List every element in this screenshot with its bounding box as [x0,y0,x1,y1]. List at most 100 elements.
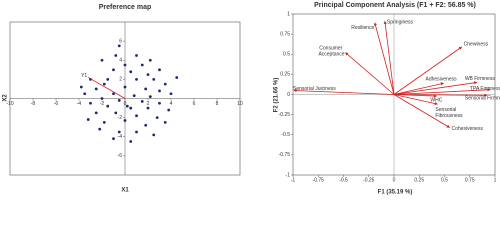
x-tick-label: -0.25 [363,177,375,183]
y-axis-label: F2 (21.66 %) [274,78,280,113]
point [123,85,127,89]
point [146,106,150,110]
point [158,101,161,105]
figure: Preference map X1 X2 Principal Component… [3,2,500,196]
y-tick-label: -0.5 [281,132,290,138]
x-tick-label: 0.75 [465,177,475,183]
vector-label: Chewiness [464,41,489,47]
vector-label: Adhesiveness [425,77,457,83]
point [140,99,144,103]
vector [373,22,395,95]
vector-label: Sensorial Juiciness [293,86,336,92]
y-tick-label: 0.75 [280,31,290,37]
point [163,82,167,86]
x-tick-label: -2 [100,101,105,107]
point [135,54,138,57]
point [106,77,110,81]
vector [393,94,437,98]
vector [88,77,126,99]
vector [393,46,463,95]
point [148,95,152,98]
point [117,130,121,134]
point [106,104,110,108]
vector [393,94,438,106]
label-line: Fibrousness [435,113,463,119]
x-axis-label: F1 (35.19 %) [378,190,413,196]
point [148,58,152,62]
x-tick-label: 0.5 [441,177,448,183]
x-tick-label: 1 [494,177,497,183]
x-tick-label: 0 [124,101,127,107]
point [158,89,161,93]
point [152,77,156,81]
vector [393,81,478,95]
point [98,127,102,131]
point [114,54,118,57]
vector-label: WB Firmness [465,76,496,82]
vector [393,82,445,95]
point [175,76,179,79]
y-tick-label: 4 [119,58,122,64]
y-tick-label: -6 [118,153,123,159]
point [167,108,171,112]
chart-title: Preference map [99,4,152,11]
point [135,130,138,134]
x-tick-label: 8 [216,101,219,107]
point [152,133,156,137]
point [83,92,87,96]
point [117,99,121,102]
y-tick-label: -1 [286,172,291,178]
point [144,123,148,127]
point [102,82,106,86]
point [79,85,83,89]
y-tick-label: -0.75 [279,152,291,158]
y-tick-label: 0.25 [280,72,290,78]
x-tick-label: -0.75 [313,177,325,183]
x-tick-label: 0.25 [414,177,424,183]
x-tick-label: 2 [147,101,150,107]
x-tick-label: 10 [237,101,243,107]
vector-label: Sensorial Fibrousness [435,107,463,119]
vector-label: Y1 [81,73,87,79]
y-tick-label: 2 [119,77,122,83]
point [132,94,136,98]
x-tick-label: -1 [291,177,296,183]
point [112,68,115,72]
point [155,116,159,120]
x-tick-label: 0 [393,177,396,183]
chart-title: Principal Component Analysis (F1 + F2: 5… [314,2,476,9]
point [169,92,173,96]
point [112,92,115,96]
vector [393,94,451,128]
x-tick-label: -0.5 [339,177,348,183]
point [86,118,90,121]
x-tick-label: -8 [31,101,36,107]
point [144,87,148,91]
point [100,97,104,100]
y-tick-label: -2 [118,115,123,121]
point [135,77,138,81]
label-line: Sensorial [435,107,457,113]
x-tick-label: 6 [193,101,196,107]
point [146,73,150,76]
label-line: Consumer [319,46,343,52]
vector-label: WHC [430,97,442,103]
point [158,68,161,72]
x-tick-label: -10 [6,101,13,107]
y-tick-label: -4 [118,134,123,140]
point [125,104,129,108]
x-tick-label: 4 [170,101,173,107]
point [163,121,167,124]
x-tick-label: -6 [54,101,59,107]
point [102,121,106,124]
point [129,70,133,74]
y-tick-label: 6 [119,38,122,44]
vector-label: Springiness [387,20,414,26]
point [112,137,115,141]
point [94,111,98,115]
point [135,114,138,118]
x-tick-label: -4 [77,101,82,107]
point [89,101,92,105]
page: Preference map X1 X2 Principal Component… [2,1,500,196]
y-tick-label: 0.5 [283,52,290,58]
